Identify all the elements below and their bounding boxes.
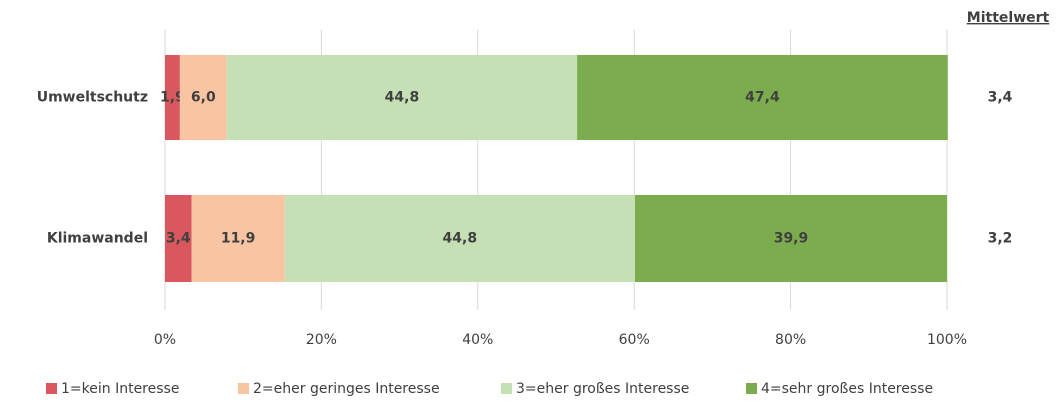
legend-swatch (46, 383, 57, 394)
mean-title: Mittelwert (967, 10, 1050, 26)
legend-label: 1=kein Interesse (61, 381, 179, 397)
legend-label: 3=eher großes Interesse (516, 381, 689, 397)
x-tick-label: 0% (154, 332, 176, 348)
data-label: 44,8 (443, 231, 478, 247)
data-label: 1,9 (160, 90, 185, 106)
y-tick-label: Umweltschutz (37, 90, 148, 106)
data-label: 11,9 (221, 231, 256, 247)
legend-label: 4=sehr großes Interesse (761, 381, 933, 397)
mean-value: 3,2 (988, 231, 1013, 247)
data-label: 39,9 (774, 231, 809, 247)
legend-swatch (746, 383, 757, 394)
bar-segment (577, 55, 948, 140)
bar-segment (165, 195, 192, 282)
bar-segment (226, 55, 578, 140)
x-tick-label: 100% (927, 332, 967, 348)
legend-swatch (501, 383, 512, 394)
bar-segment (634, 195, 947, 282)
bar-segment (191, 195, 285, 282)
data-label: 44,8 (385, 90, 420, 106)
bar-segment (165, 55, 180, 140)
x-tick-label: 40% (462, 332, 493, 348)
bar-segment (284, 195, 635, 282)
mean-value: 3,4 (988, 90, 1013, 106)
data-label: 3,4 (166, 231, 191, 247)
data-label: 6,0 (191, 90, 216, 106)
data-label: 47,4 (745, 90, 780, 106)
bar-segment (179, 55, 227, 140)
x-tick-label: 60% (619, 332, 650, 348)
x-tick-label: 20% (306, 332, 337, 348)
y-tick-label: Klimawandel (47, 231, 148, 247)
legend-swatch (238, 383, 249, 394)
x-tick-label: 80% (775, 332, 806, 348)
legend-label: 2=eher geringes Interesse (253, 381, 440, 397)
